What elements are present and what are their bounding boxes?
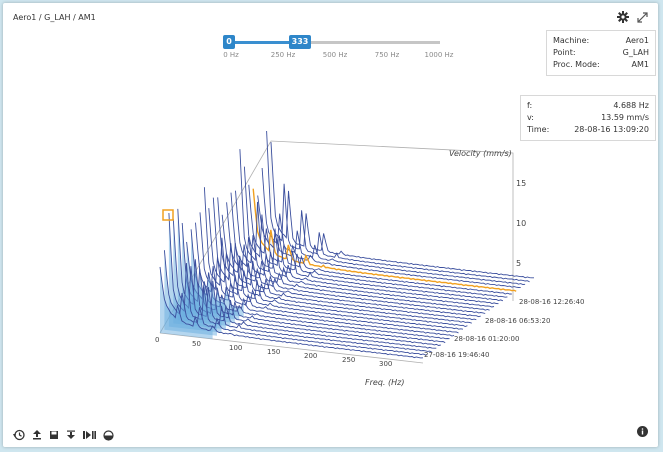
time-row: Time: 28-08-16 13:09:20 (527, 125, 649, 134)
x-tick-label: 100 (229, 344, 242, 352)
x-tick-label: 150 (267, 348, 280, 356)
z-tick-label: 10 (516, 219, 526, 228)
contrast-icon[interactable] (103, 429, 114, 441)
spectrum-trace (217, 197, 481, 318)
z-tick-label: 15 (516, 179, 526, 188)
spectrum-trace (243, 166, 508, 298)
share-icon[interactable] (66, 430, 76, 440)
slider-min-handle[interactable]: 0 (223, 35, 235, 49)
gear-icon[interactable] (617, 11, 629, 23)
spectrum-trace (190, 229, 455, 337)
slider-tick-label: 500 Hz (322, 51, 348, 59)
x-tick-label: 250 (342, 356, 355, 364)
frequency-row: f: 4.688 Hz (527, 101, 649, 110)
slider-tick-label: 750 Hz (374, 51, 400, 59)
collapse-icon[interactable] (637, 11, 648, 23)
slider-track[interactable] (225, 41, 440, 44)
time-tick-label: 28-08-16 01:20:00 (454, 335, 519, 343)
cursor-info-box: f: 4.688 Hz v: 13.59 mm/s Time: 28-08-16 13… (520, 95, 656, 141)
spectrum-trace (177, 208, 441, 346)
spectrum-trace (203, 187, 468, 327)
velocity-row: v: 13.59 mm/s (527, 113, 649, 122)
time-tick-label: 27-08-16 19:46:40 (424, 351, 489, 359)
spectrum-traces (159, 130, 534, 359)
machine-row: Machine: Aero1 (553, 36, 649, 45)
x-tick-label: 0 (155, 336, 159, 344)
spectrum-trace (163, 250, 428, 356)
spectrum-trace (212, 197, 477, 321)
trace-fill (160, 266, 213, 339)
time-tick-label: 28-08-16 12:26:40 (519, 298, 584, 306)
x-axis-label: Freq. (Hz) (365, 378, 404, 387)
save-icon[interactable] (49, 430, 59, 440)
spectrum-trace (226, 202, 490, 311)
spectrum-trace (181, 222, 446, 344)
spectrum-trace (270, 142, 534, 279)
waterfall-panel: Aero1 / G_LAH / AM1 0 333 0 Hz 250 Hz 50… (3, 3, 658, 447)
proc-mode-row: Proc. Mode: AM1 (553, 60, 649, 69)
x-tick-label: 200 (304, 352, 317, 360)
export-icon[interactable] (32, 430, 42, 440)
history-icon[interactable] (13, 429, 25, 441)
frequency-range-slider[interactable]: 0 333 0 Hz 250 Hz 500 Hz 750 Hz 1000 Hz (223, 33, 453, 61)
spectrum-trace (208, 208, 472, 324)
machine-info-box: Machine: Aero1 Point: G_LAH Proc. Mode: AM1 (546, 30, 656, 76)
spectrum-trace (221, 214, 486, 314)
spectrum-trace (257, 195, 521, 288)
x-tick-label: 50 (192, 340, 201, 348)
spectrum-trace (248, 184, 512, 295)
spectrum-trace (261, 167, 526, 285)
spectrum-trace (239, 149, 504, 302)
z-axis-label: Velocity (mm/s) (449, 149, 512, 158)
slider-max-handle[interactable]: 333 (289, 35, 311, 49)
spectrum-trace (168, 212, 433, 353)
slider-tick-label: 250 Hz (270, 51, 296, 59)
spectrum-trace (195, 222, 459, 334)
info-icon[interactable] (637, 422, 648, 441)
slider-tick-label: 0 Hz (223, 51, 239, 59)
spectrum-trace (266, 130, 530, 283)
z-tick-label: 5 (516, 259, 521, 268)
spectrum-trace (186, 241, 450, 340)
waterfall-chart[interactable]: Velocity (mm/s) 15 10 5 0 50 100 150 200… (3, 3, 658, 403)
slider-range-fill (225, 41, 305, 44)
slider-tick-label: 1000 Hz (424, 51, 454, 59)
spectrum-trace (252, 188, 517, 292)
spectrum-trace (159, 266, 424, 359)
breadcrumb[interactable]: Aero1 / G_LAH / AM1 (13, 13, 96, 22)
cursor-marker[interactable] (162, 209, 174, 221)
play-step-icon[interactable] (83, 430, 96, 440)
time-tick-label: 28-08-16 06:53:20 (485, 317, 550, 325)
x-tick-label: 300 (379, 360, 392, 368)
point-row: Point: G_LAH (553, 48, 649, 57)
